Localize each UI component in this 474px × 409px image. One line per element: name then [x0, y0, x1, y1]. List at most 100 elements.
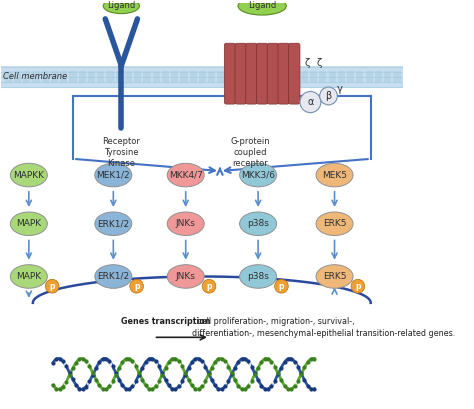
- Ellipse shape: [238, 0, 286, 15]
- Text: MEK1/2: MEK1/2: [97, 171, 130, 180]
- Text: MEK5: MEK5: [322, 171, 347, 180]
- Ellipse shape: [95, 212, 132, 236]
- Bar: [319, 71, 327, 83]
- Ellipse shape: [10, 163, 47, 187]
- Bar: [70, 71, 77, 83]
- Text: ERK5: ERK5: [323, 219, 346, 228]
- Bar: [328, 71, 336, 83]
- Bar: [116, 71, 123, 83]
- Bar: [144, 71, 151, 83]
- Text: Ligand: Ligand: [248, 1, 276, 10]
- Bar: [171, 71, 179, 83]
- Bar: [264, 71, 271, 83]
- Bar: [301, 71, 308, 83]
- Text: MKK4/7: MKK4/7: [169, 171, 203, 180]
- Ellipse shape: [316, 163, 353, 187]
- Bar: [245, 71, 253, 83]
- Bar: [97, 71, 104, 83]
- Bar: [42, 71, 49, 83]
- Bar: [51, 71, 58, 83]
- Text: ERK1/2: ERK1/2: [97, 272, 129, 281]
- Bar: [356, 71, 364, 83]
- Bar: [402, 71, 410, 83]
- Bar: [292, 71, 299, 83]
- Bar: [273, 71, 280, 83]
- Bar: [14, 71, 21, 83]
- Bar: [218, 71, 225, 83]
- Bar: [375, 71, 382, 83]
- Ellipse shape: [240, 212, 277, 236]
- FancyBboxPatch shape: [235, 43, 246, 104]
- Text: p: p: [206, 282, 212, 291]
- Bar: [60, 71, 67, 83]
- Text: MAPK: MAPK: [16, 272, 41, 281]
- Text: p: p: [49, 282, 55, 291]
- FancyBboxPatch shape: [246, 43, 257, 104]
- Bar: [107, 71, 114, 83]
- Circle shape: [202, 279, 216, 293]
- Bar: [0, 65, 403, 88]
- FancyBboxPatch shape: [289, 43, 300, 104]
- Text: p: p: [134, 282, 139, 291]
- Text: : cell proliferation-, migration-, survival-,
differentiation-, mesenchymal-epit: : cell proliferation-, migration-, survi…: [192, 317, 455, 338]
- Bar: [33, 71, 40, 83]
- Circle shape: [46, 279, 59, 293]
- Bar: [134, 71, 141, 83]
- Text: JNKs: JNKs: [176, 272, 196, 281]
- FancyBboxPatch shape: [278, 43, 289, 104]
- Ellipse shape: [316, 265, 353, 288]
- Ellipse shape: [95, 265, 132, 288]
- Text: G-protein
coupled
receptor: G-protein coupled receptor: [230, 137, 270, 168]
- Bar: [88, 71, 95, 83]
- Text: JNKs: JNKs: [176, 219, 196, 228]
- Bar: [162, 71, 169, 83]
- Ellipse shape: [240, 265, 277, 288]
- Ellipse shape: [319, 87, 337, 105]
- Ellipse shape: [10, 212, 47, 236]
- Text: Cell membrane: Cell membrane: [3, 72, 67, 81]
- Bar: [255, 71, 262, 83]
- FancyBboxPatch shape: [256, 43, 268, 104]
- Ellipse shape: [167, 265, 204, 288]
- Bar: [153, 71, 160, 83]
- Bar: [199, 71, 206, 83]
- Ellipse shape: [300, 92, 321, 112]
- Bar: [23, 71, 30, 83]
- Text: MAPK: MAPK: [16, 219, 41, 228]
- Bar: [79, 71, 86, 83]
- Circle shape: [274, 279, 288, 293]
- Ellipse shape: [167, 163, 204, 187]
- Text: Genes transcription: Genes transcription: [121, 317, 211, 326]
- Text: MAPKK: MAPKK: [13, 171, 45, 180]
- Ellipse shape: [316, 212, 353, 236]
- Text: ERK1/2: ERK1/2: [97, 219, 129, 228]
- Ellipse shape: [103, 0, 139, 13]
- Ellipse shape: [10, 265, 47, 288]
- Bar: [347, 71, 354, 83]
- Ellipse shape: [95, 163, 132, 187]
- FancyBboxPatch shape: [267, 43, 279, 104]
- FancyBboxPatch shape: [224, 43, 236, 104]
- Bar: [5, 71, 12, 83]
- Bar: [227, 71, 234, 83]
- Bar: [190, 71, 197, 83]
- Circle shape: [130, 279, 144, 293]
- Bar: [181, 71, 188, 83]
- Text: MKK3/6: MKK3/6: [241, 171, 275, 180]
- Text: ζ: ζ: [305, 58, 310, 67]
- Bar: [393, 71, 401, 83]
- Text: p38s: p38s: [247, 272, 269, 281]
- Text: ζ: ζ: [317, 58, 322, 67]
- Text: Receptor
Tyrosine
Kinase: Receptor Tyrosine Kinase: [102, 137, 140, 168]
- Text: Ligand: Ligand: [107, 1, 136, 10]
- Text: p38s: p38s: [247, 219, 269, 228]
- Bar: [125, 71, 132, 83]
- Ellipse shape: [240, 163, 277, 187]
- Text: ERK5: ERK5: [323, 272, 346, 281]
- Text: p: p: [279, 282, 284, 291]
- Circle shape: [351, 279, 365, 293]
- Text: γ: γ: [337, 84, 342, 94]
- Bar: [365, 71, 373, 83]
- Bar: [338, 71, 345, 83]
- Bar: [384, 71, 391, 83]
